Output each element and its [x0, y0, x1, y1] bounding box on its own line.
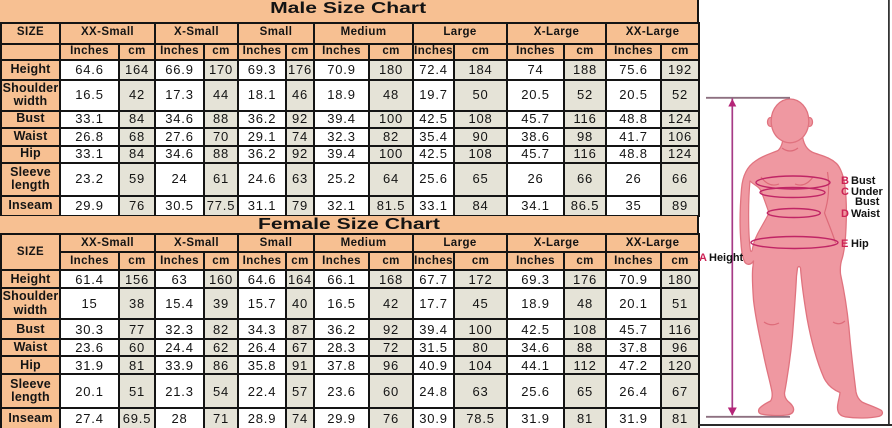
svg-text:A: A — [699, 252, 707, 264]
svg-text:Height: Height — [709, 252, 744, 264]
svg-text:B: B — [841, 175, 849, 187]
svg-text:Bust: Bust — [855, 196, 880, 208]
svg-text:Under: Under — [851, 186, 884, 198]
svg-text:C: C — [841, 186, 849, 198]
svg-text:E: E — [841, 238, 848, 250]
svg-text:Bust: Bust — [851, 175, 876, 187]
svg-text:Hip: Hip — [851, 238, 869, 250]
svg-text:Waist: Waist — [851, 208, 880, 220]
svg-text:D: D — [841, 208, 849, 220]
